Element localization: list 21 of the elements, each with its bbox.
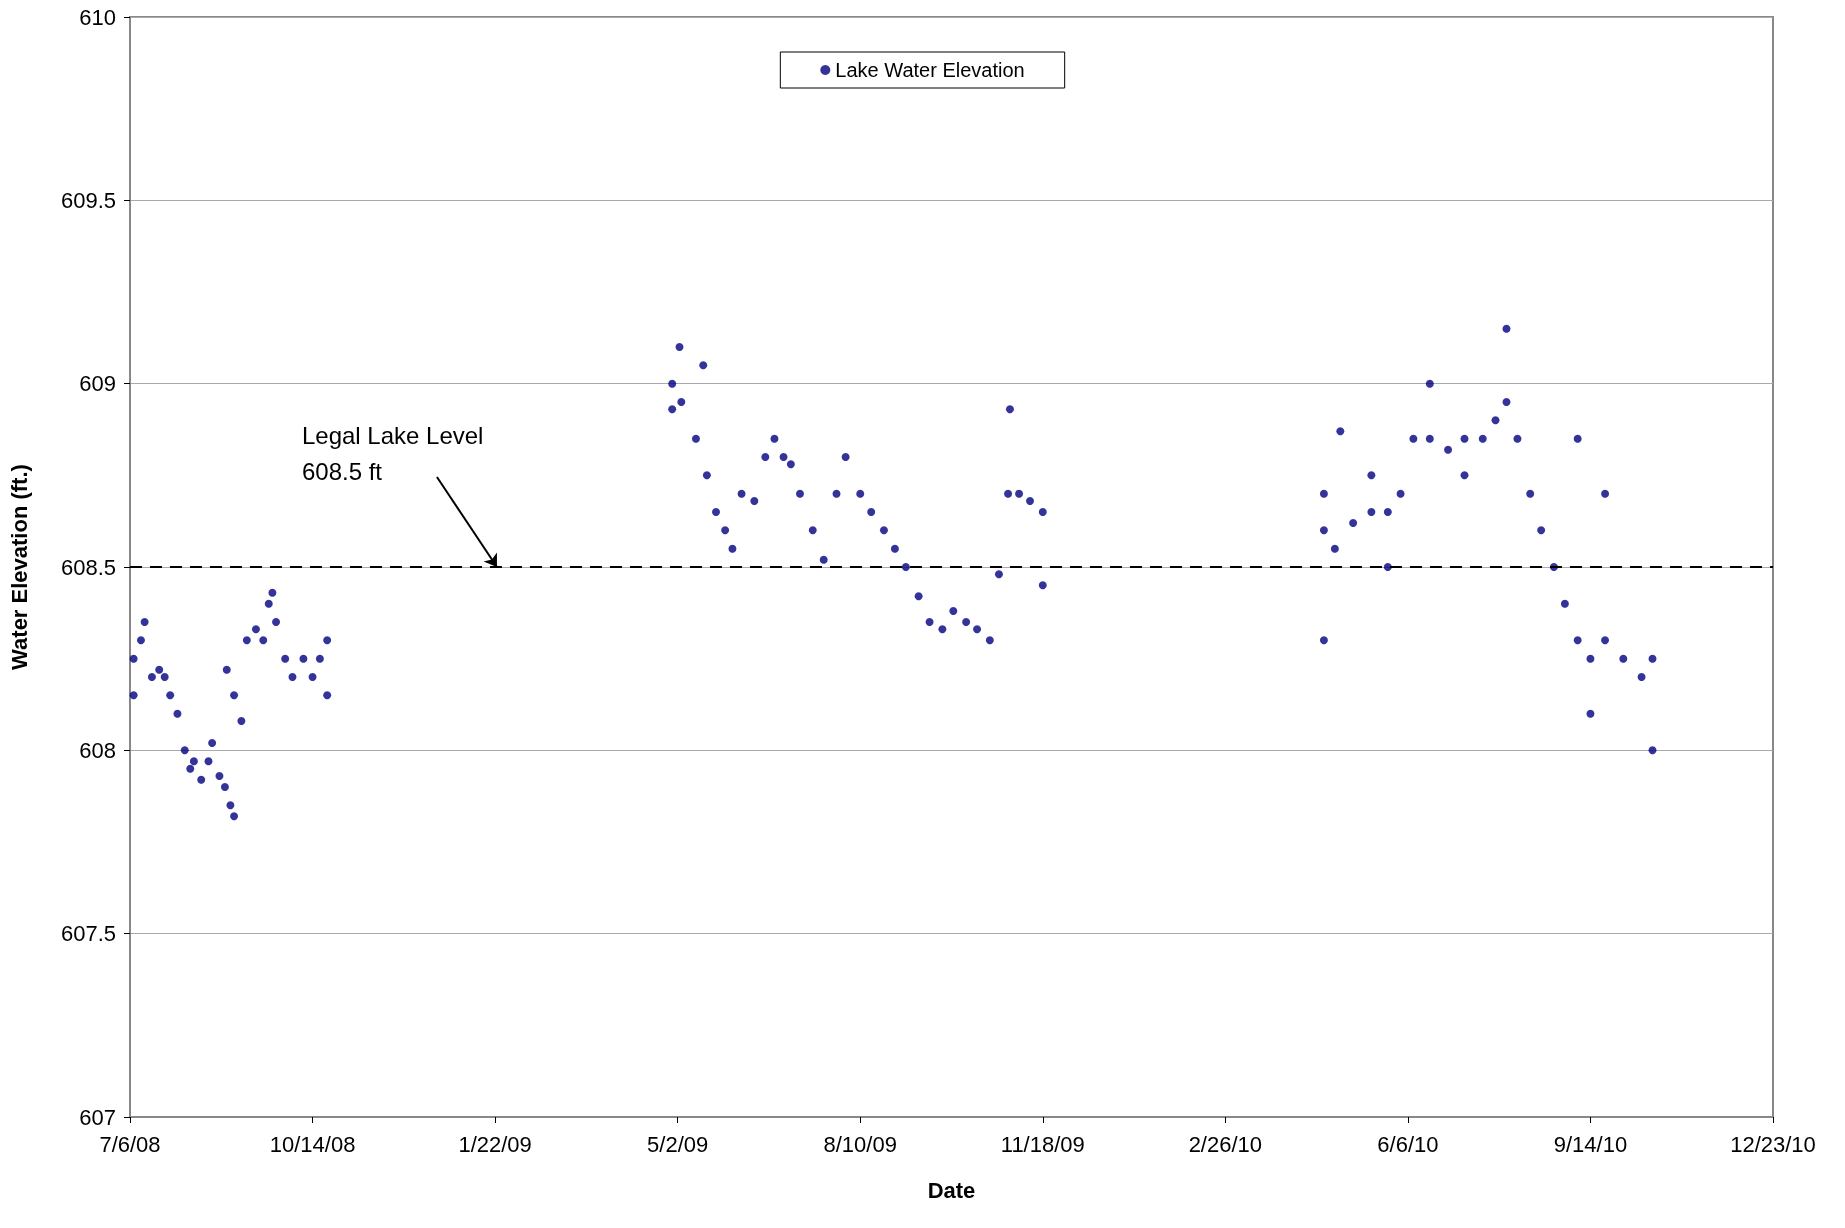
x-tick-label: 1/22/09 [458, 1131, 532, 1157]
x-tick-label: 11/18/09 [1000, 1131, 1085, 1157]
x-tick-label: 8/10/09 [823, 1131, 897, 1157]
y-tick-label: 607 [79, 1104, 116, 1130]
y-tick-label: 609 [79, 371, 116, 397]
y-tick-label: 609.5 [60, 187, 116, 213]
y-tick-label: 608 [79, 737, 116, 763]
x-tick-label: 7/6/08 [99, 1131, 161, 1157]
x-tick-label: 2/26/10 [1188, 1131, 1263, 1157]
x-tick-label: 12/23/10 [1730, 1131, 1816, 1157]
annotation: Legal Lake Level 608.5 ft [301, 421, 484, 485]
x-axis-title: Date [927, 1177, 976, 1203]
y-tick-label: 610 [79, 4, 116, 30]
x-tick-label: 10/14/08 [269, 1131, 356, 1157]
legend-label: Lake Water Elevation [835, 59, 1025, 81]
x-tick-label: 6/6/10 [1377, 1131, 1439, 1157]
y-tick-label: 607.5 [60, 921, 116, 947]
x-tick-label: 9/14/10 [1553, 1131, 1628, 1157]
x-tick-label: 5/2/09 [647, 1131, 709, 1157]
y-axis-title: Water Elevation (ft.) [6, 464, 32, 670]
y-tick-label: 608.5 [60, 554, 116, 580]
